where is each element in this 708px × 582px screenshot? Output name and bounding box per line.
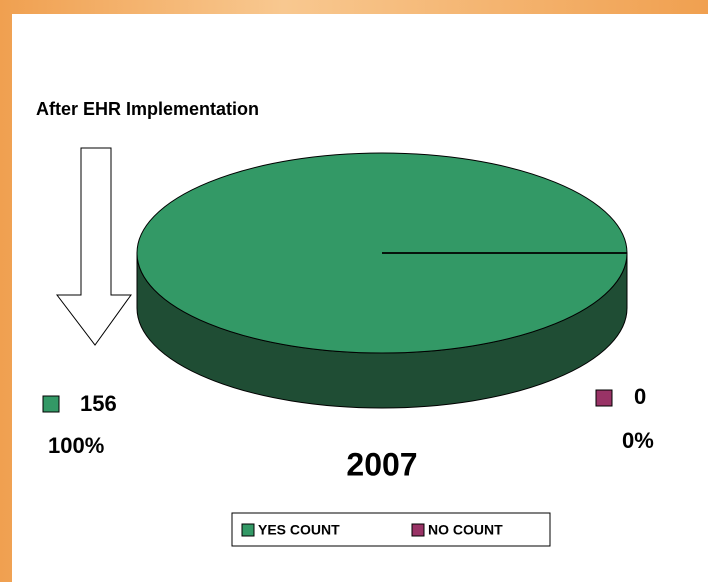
percentage-label: 100% — [48, 433, 104, 458]
percentage-label: 0% — [622, 428, 654, 453]
label-swatch — [595, 389, 613, 407]
legend-label: YES COUNT — [258, 522, 340, 538]
data-label: 156 — [80, 391, 117, 416]
legend-swatch — [411, 523, 425, 537]
arrow — [55, 147, 132, 346]
legend-box — [231, 512, 551, 547]
data-label: 0 — [634, 384, 646, 409]
label-swatch — [42, 395, 60, 413]
legend-swatch — [241, 523, 255, 537]
chart-title: After EHR Implementation — [36, 99, 259, 119]
chart-subtitle: 2007 — [346, 446, 417, 482]
legend-label: NO COUNT — [428, 522, 503, 538]
